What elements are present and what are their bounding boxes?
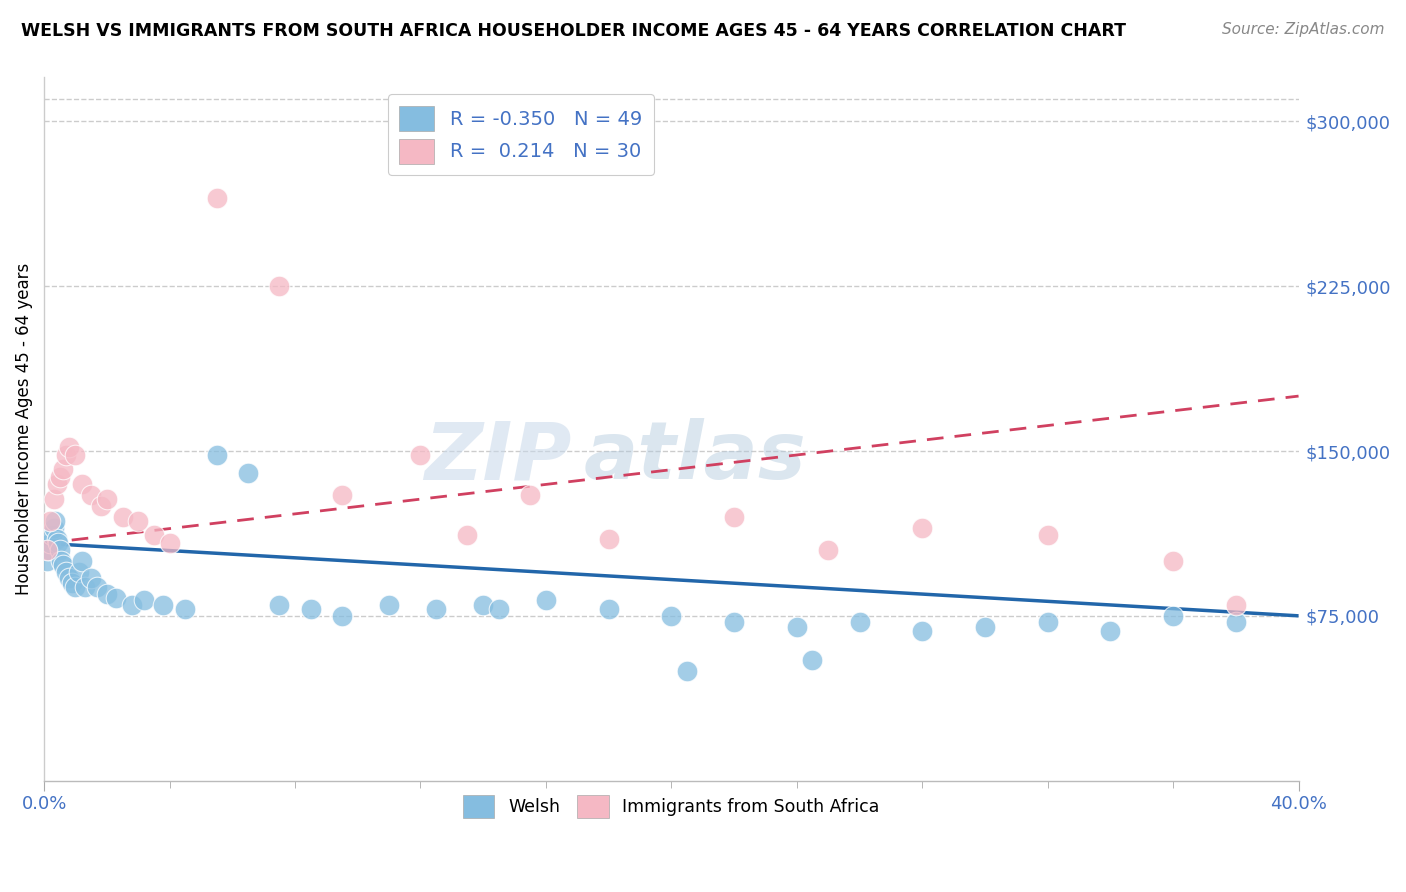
Point: [80, 572, 103, 586]
Point: [37, 542, 59, 557]
Point: [42, 492, 65, 507]
Point: [134, 593, 156, 607]
Point: [49, 470, 72, 484]
Point: [488, 602, 510, 616]
Text: atlas: atlas: [583, 418, 806, 496]
Point: [142, 527, 165, 541]
Point: [55, 449, 77, 463]
Point: [1225, 615, 1247, 630]
Point: [1161, 608, 1184, 623]
Point: [39, 536, 62, 550]
Point: [121, 598, 143, 612]
Point: [205, 449, 228, 463]
Point: [456, 527, 478, 541]
Text: ZIP: ZIP: [423, 418, 571, 496]
Point: [45, 477, 67, 491]
Point: [55, 565, 77, 579]
Y-axis label: Householder Income Ages 45 - 64 years: Householder Income Ages 45 - 64 years: [15, 263, 32, 595]
Point: [46, 536, 69, 550]
Point: [974, 620, 997, 634]
Point: [45, 532, 67, 546]
Point: [1036, 527, 1059, 541]
Point: [598, 602, 620, 616]
Point: [60, 575, 83, 590]
Point: [1036, 615, 1059, 630]
Point: [378, 598, 401, 612]
Point: [70, 477, 93, 491]
Point: [67, 565, 90, 579]
Point: [723, 510, 745, 524]
Point: [299, 602, 322, 616]
Point: [598, 532, 620, 546]
Point: [205, 191, 228, 205]
Point: [174, 602, 197, 616]
Point: [817, 542, 839, 557]
Point: [41, 527, 63, 541]
Point: [1161, 554, 1184, 568]
Point: [152, 598, 174, 612]
Point: [96, 587, 118, 601]
Legend: Welsh, Immigrants from South Africa: Welsh, Immigrants from South Africa: [456, 789, 887, 825]
Point: [330, 488, 353, 502]
Point: [111, 510, 134, 524]
Point: [39, 514, 62, 528]
Point: [1099, 624, 1122, 639]
Point: [80, 488, 103, 502]
Point: [127, 514, 149, 528]
Point: [801, 653, 824, 667]
Point: [58, 440, 80, 454]
Point: [52, 558, 75, 573]
Point: [65, 449, 87, 463]
Point: [269, 279, 291, 293]
Text: WELSH VS IMMIGRANTS FROM SOUTH AFRICA HOUSEHOLDER INCOME AGES 45 - 64 YEARS CORR: WELSH VS IMMIGRANTS FROM SOUTH AFRICA HO…: [21, 22, 1126, 40]
Point: [848, 615, 870, 630]
Point: [911, 624, 934, 639]
Point: [38, 542, 60, 557]
Point: [1225, 598, 1247, 612]
Point: [676, 664, 699, 678]
Point: [659, 608, 682, 623]
Point: [269, 598, 291, 612]
Point: [105, 591, 128, 606]
Text: Source: ZipAtlas.com: Source: ZipAtlas.com: [1222, 22, 1385, 37]
Point: [58, 572, 80, 586]
Point: [409, 449, 432, 463]
Point: [70, 554, 93, 568]
Point: [723, 615, 745, 630]
Point: [519, 488, 541, 502]
Point: [96, 492, 118, 507]
Point: [73, 580, 96, 594]
Point: [44, 514, 66, 528]
Point: [472, 598, 495, 612]
Point: [330, 608, 353, 623]
Point: [90, 499, 112, 513]
Point: [534, 593, 557, 607]
Point: [86, 580, 108, 594]
Point: [425, 602, 447, 616]
Point: [51, 554, 73, 568]
Point: [52, 461, 75, 475]
Point: [37, 554, 59, 568]
Point: [65, 580, 87, 594]
Point: [42, 521, 65, 535]
Point: [236, 466, 259, 480]
Point: [49, 542, 72, 557]
Point: [159, 536, 181, 550]
Point: [911, 521, 934, 535]
Point: [786, 620, 808, 634]
